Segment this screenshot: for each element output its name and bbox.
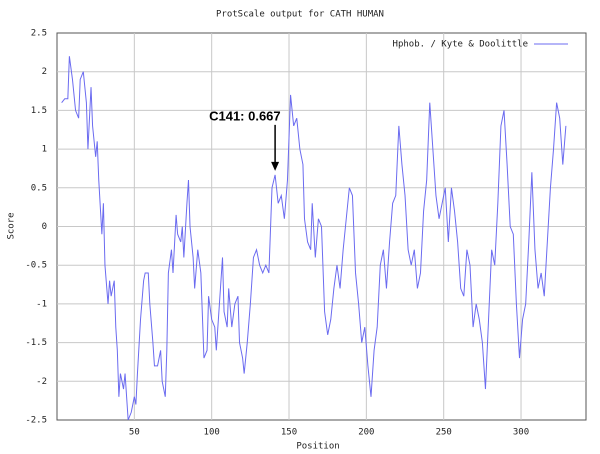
x-axis-label: Position [296,442,339,452]
y-tick-label: 1 [42,145,47,155]
annotation: C141: 0.667 [209,108,281,123]
y-tick-label: -2 [36,377,47,387]
legend-label: Hphob. / Kyte & Doolittle [393,40,528,50]
annotation-arrowhead [271,161,280,171]
y-tick-label: 2 [42,67,47,77]
y-axis-label: Score [7,212,17,239]
x-tick-label: 150 [281,428,297,438]
x-tick-label: 50 [129,428,140,438]
x-tick-label: 300 [513,428,529,438]
chart-title: ProtScale output for CATH HUMAN [216,10,384,20]
y-tick-label: 0 [42,222,47,232]
y-tick-label: -1.5 [25,338,47,348]
y-tick-label: 0.5 [31,183,47,193]
data-line [61,56,567,421]
x-tick-label: 100 [204,428,220,438]
x-tick-label: 200 [358,428,374,438]
y-tick-label: 1.5 [31,106,47,116]
y-tick-label: -1 [36,299,47,309]
x-tick-label: 250 [436,428,452,438]
y-tick-label: -2.5 [25,416,47,426]
y-tick-label: 2.5 [31,29,47,39]
y-tick-label: -0.5 [25,261,47,271]
